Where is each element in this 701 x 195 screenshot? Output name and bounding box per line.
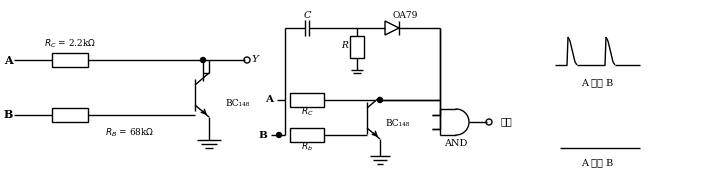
Text: A 超前 B: A 超前 B [581,79,613,88]
Circle shape [378,98,383,103]
Text: B: B [258,130,267,139]
Text: R: R [341,42,348,51]
Bar [290,93,324,107]
Bar [52,53,88,67]
Text: Y: Y [252,56,259,65]
Text: $R_B$ = 68k$\Omega$: $R_B$ = 68k$\Omega$ [105,127,155,139]
Text: C: C [304,12,311,20]
Bar [350,36,364,58]
Text: AND: AND [444,139,468,149]
Circle shape [200,58,205,63]
Text: $R_b$: $R_b$ [301,141,313,153]
Bar [52,108,88,122]
Text: A 滕后 B: A 滕后 B [581,159,613,168]
Text: 输出: 输出 [501,118,512,127]
Text: A: A [4,54,13,66]
Text: $R_C$ = 2.2k$\Omega$: $R_C$ = 2.2k$\Omega$ [44,38,96,50]
Circle shape [276,132,282,137]
Text: B: B [4,110,13,121]
Text: BC₁₄₈: BC₁₄₈ [385,119,409,128]
Bar [290,128,324,142]
Text: A: A [265,96,273,105]
Text: OA79: OA79 [393,12,418,20]
Text: BC₁₄₈: BC₁₄₈ [225,98,250,107]
Text: $R_C$: $R_C$ [301,106,313,118]
